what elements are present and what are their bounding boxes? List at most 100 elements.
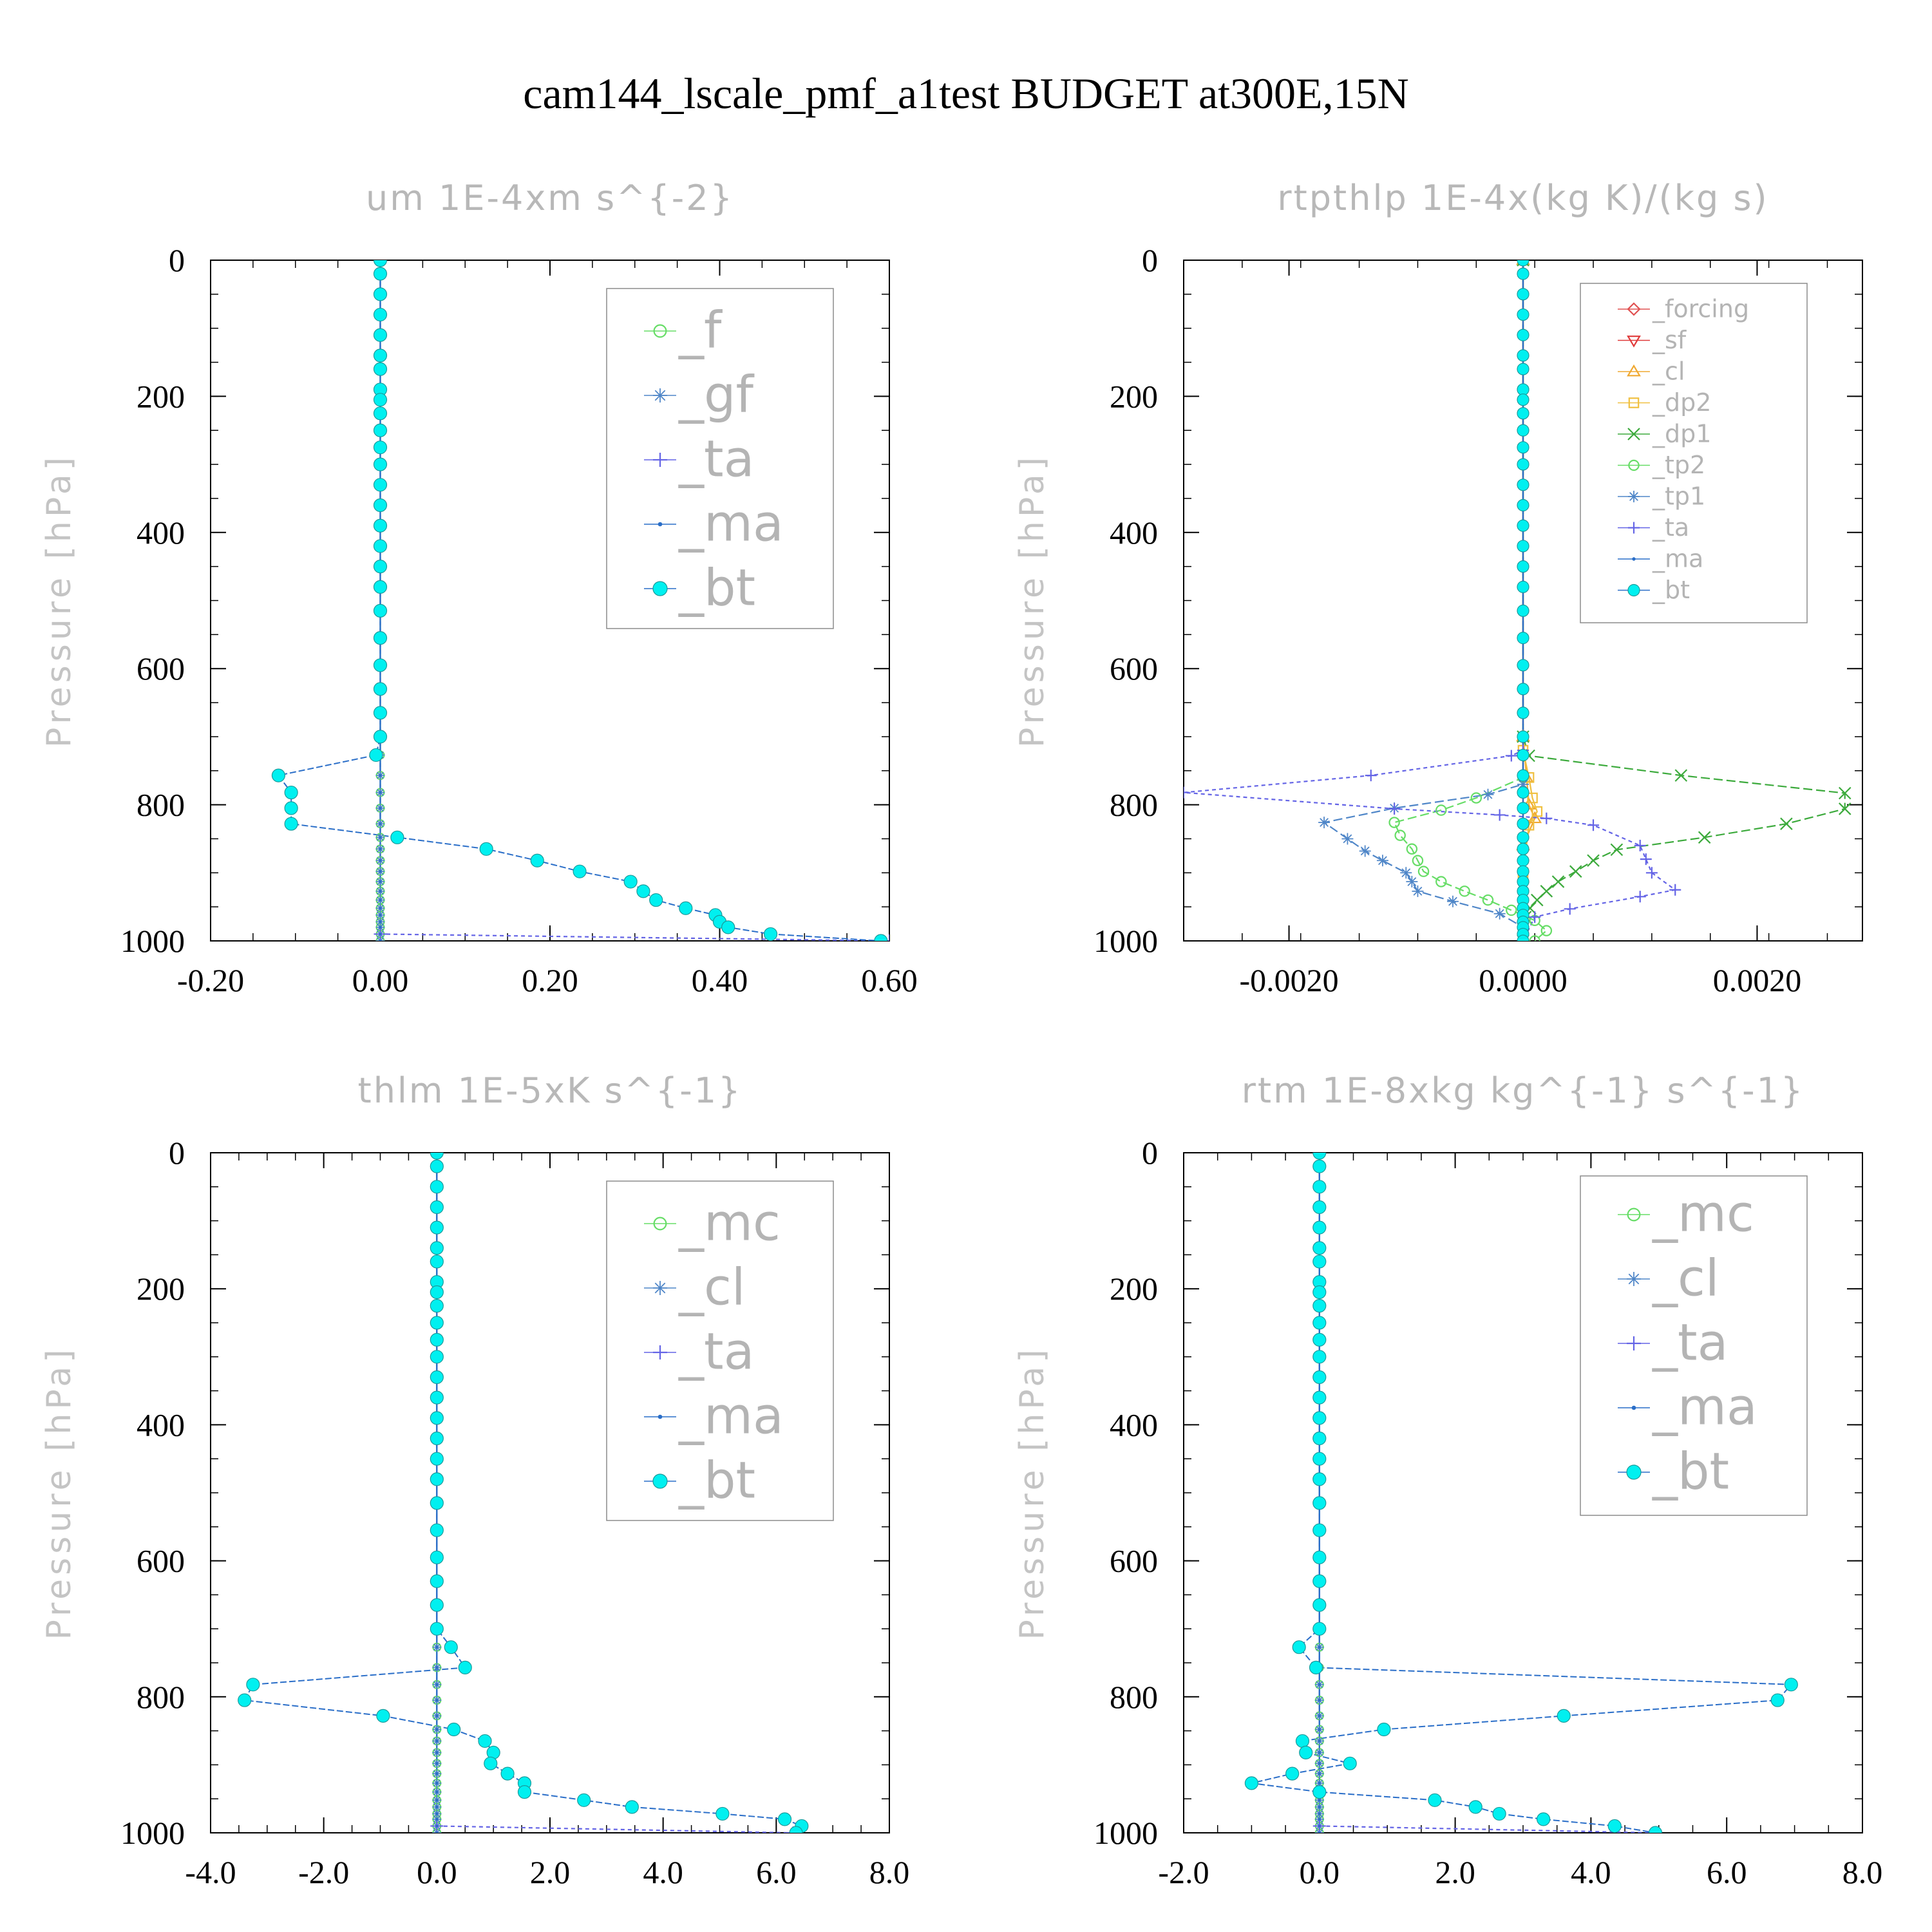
series-point-bt xyxy=(1517,393,1530,406)
series-point-bt xyxy=(500,1766,515,1781)
series-point-bt xyxy=(1557,1709,1571,1723)
series-point-bt xyxy=(1517,540,1530,553)
y-tick-label: 0 xyxy=(169,1135,185,1171)
series-point-bt xyxy=(1312,1220,1327,1235)
series-point-ma xyxy=(1318,1812,1321,1815)
series-point-bt xyxy=(373,539,388,553)
x-tick-label: 0.60 xyxy=(861,962,918,998)
series-point-bt xyxy=(1537,1812,1551,1826)
series-point-bt xyxy=(430,1598,444,1612)
series-point-ma xyxy=(379,889,382,893)
legend: _f _gf _ta _ma _bt xyxy=(606,288,834,629)
series-point-bt xyxy=(1377,1722,1391,1737)
series-point-bt xyxy=(284,801,298,815)
series-point-tp2 xyxy=(1470,792,1482,804)
series-point-bt xyxy=(1517,632,1530,645)
series-point-bt xyxy=(447,1722,461,1737)
series-point-ma xyxy=(435,1790,439,1794)
series-point-bt xyxy=(430,1550,444,1564)
series-point-ma xyxy=(379,822,382,826)
series-point-ma xyxy=(379,870,382,873)
series-point-bt xyxy=(763,927,778,941)
y-tick-label: 600 xyxy=(1110,650,1158,687)
legend-label-ma: _ma xyxy=(678,495,784,553)
series-group xyxy=(271,260,889,941)
series-point-tp2 xyxy=(1412,855,1424,867)
y-tick-label: 600 xyxy=(1110,1543,1158,1579)
series-point-ma xyxy=(435,1805,439,1808)
series-point-bt xyxy=(430,1159,444,1173)
series-line-tp1 xyxy=(1322,260,1524,941)
series-point-bt xyxy=(1312,1452,1327,1466)
chart-panel-3: thlm 1E-5xK s^{-1} Pressure [hPa] -4.0 -2.0… xyxy=(40,1070,909,1890)
y-tick-label: 0 xyxy=(1142,1135,1158,1171)
x-tick-label: 2.0 xyxy=(1435,1854,1475,1890)
series-point-bt xyxy=(238,1693,252,1707)
series-point-dp1 xyxy=(1610,843,1624,857)
legend-marker-forcing xyxy=(1627,302,1641,316)
series-point-dp1 xyxy=(1780,817,1793,830)
series-point-ma xyxy=(379,898,382,902)
series-point-bt xyxy=(1517,424,1530,437)
series-point-ta xyxy=(1564,903,1576,915)
legend-marker-cl xyxy=(653,1281,667,1295)
series-point-dp1 xyxy=(1531,893,1544,907)
series-point-bt xyxy=(430,1350,444,1364)
series-point-bt xyxy=(1312,1159,1327,1173)
series-point-bt xyxy=(1312,1285,1327,1300)
series-point-bt xyxy=(430,1472,444,1486)
series-point-dp1 xyxy=(1838,802,1852,815)
series-point-bt xyxy=(369,748,383,762)
series-point-bt xyxy=(1295,1734,1310,1748)
series-point-ma xyxy=(379,933,382,936)
series-point-bt xyxy=(1312,1350,1327,1364)
series-point-bt xyxy=(1312,1550,1327,1564)
y-tick-label: 200 xyxy=(137,1271,185,1307)
x-tick-label: 0.0000 xyxy=(1479,962,1567,998)
series-point-ta xyxy=(1669,884,1681,896)
legend-marker-cl xyxy=(1627,1272,1641,1286)
y-tick-label: 800 xyxy=(137,1679,185,1715)
y-tick-label: 1000 xyxy=(120,1815,185,1851)
legend-marker-gf xyxy=(653,388,667,402)
series-point-bt xyxy=(376,1709,390,1723)
series-point-bt xyxy=(623,875,638,889)
y-tick-label: 800 xyxy=(1110,1679,1158,1715)
series-point-bt xyxy=(1517,478,1530,491)
series-point-tp1 xyxy=(1406,876,1418,888)
series-point-ma xyxy=(379,791,382,794)
x-tick-label: 0.00 xyxy=(352,962,409,998)
series-point-bt xyxy=(1312,1153,1327,1160)
legend-label-ta: _ta xyxy=(1652,513,1689,542)
series-point-bt xyxy=(1517,441,1530,454)
series-point-ma xyxy=(379,859,382,862)
series-point-bt xyxy=(430,1622,444,1636)
series-point-dp2 xyxy=(1527,792,1538,804)
series-point-ma xyxy=(435,1645,439,1649)
series-point-tp2 xyxy=(1459,886,1470,897)
series-point-bt xyxy=(1517,854,1530,867)
panels: um 1E-4xm s^{-2}Pressure [hPa]-0.20 0.00 0… xyxy=(40,178,1882,1890)
x-tick-label: 0.0 xyxy=(417,1854,457,1890)
series-point-ma xyxy=(379,907,382,910)
series-point-bt xyxy=(373,580,388,594)
y-tick-label: 0 xyxy=(1142,242,1158,278)
series-point-bt xyxy=(373,287,388,301)
series-point-ma xyxy=(1318,1739,1321,1743)
series-point-bt xyxy=(246,1678,260,1692)
series-point-tp1 xyxy=(1318,817,1331,829)
x-tick-label: 8.0 xyxy=(869,1854,910,1890)
series-point-bt xyxy=(1517,831,1530,844)
plot-frame xyxy=(210,260,890,942)
series-point-bt xyxy=(284,817,298,831)
series-point-ta xyxy=(1388,802,1401,815)
series-point-bt xyxy=(874,934,888,941)
series-point-bt xyxy=(430,1298,444,1313)
series-point-bt xyxy=(1517,683,1530,696)
legend-label-forcing: _forcing xyxy=(1652,295,1749,323)
legend-box xyxy=(606,288,834,629)
series-point-bt xyxy=(373,457,388,471)
series-point-tp2 xyxy=(1394,829,1406,841)
series-point-ma xyxy=(435,1817,439,1821)
series-point-bt xyxy=(1517,328,1530,341)
